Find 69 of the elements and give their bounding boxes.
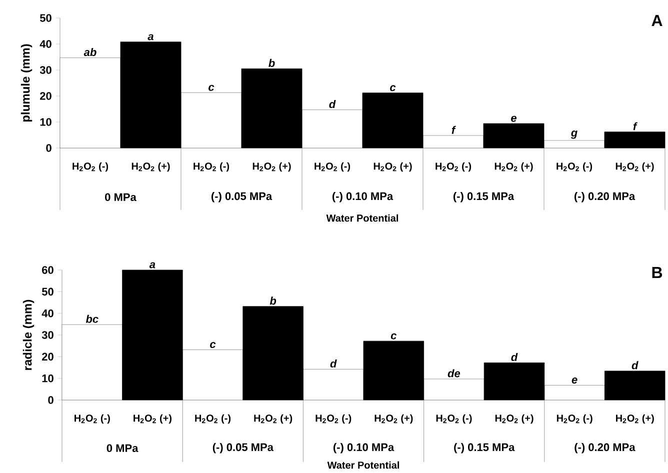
- y-tick-label: 20: [40, 92, 52, 100]
- text: H$_{2}$O$_{2}$ (-): [436, 162, 472, 172]
- chart-title: B: [652, 267, 662, 278]
- y-tick-label: 20: [42, 352, 54, 361]
- text: H$_{2}$O$_{2}$ (-): [436, 414, 472, 424]
- y-axis-title: plumule (mm): [20, 44, 32, 122]
- series-label: H$_{2}$O$_{2}$ (-): [72, 162, 108, 172]
- y-tick-label: 0: [48, 396, 54, 404]
- data-label: b: [270, 296, 276, 305]
- y-tick-label: 40: [42, 309, 54, 318]
- y-tick-label: 50: [40, 14, 52, 22]
- x-tick-label: (-) 0.05 MPa: [211, 192, 272, 202]
- data-label: b: [268, 58, 275, 67]
- text: H$_{2}$O$_{2}$ (+): [374, 414, 413, 424]
- data-label: f: [452, 126, 456, 134]
- y-tick-label: 30: [40, 66, 52, 74]
- data-label: bc: [86, 314, 98, 323]
- y-tick-label: 0: [46, 144, 52, 152]
- y-tick-label: 10: [40, 118, 52, 126]
- text: H$_{2}$O$_{2}$ (+): [495, 414, 534, 424]
- x-tick-label: 0 MPa: [106, 444, 138, 452]
- y-tick-label: 60: [42, 266, 54, 274]
- data-label: c: [390, 333, 397, 340]
- x-axis-title: Water Potential: [326, 214, 398, 222]
- x-tick-label: (-) 0.15 MPa: [454, 443, 515, 454]
- data-label: e: [572, 378, 578, 384]
- x-tick-label: (-) 0.20 MPa: [574, 443, 636, 454]
- data-label: d: [632, 361, 638, 370]
- y-tick-label: 30: [42, 331, 54, 339]
- data-label: a: [148, 34, 154, 40]
- x-tick-label: 0 MPa: [105, 193, 136, 202]
- data-label: g: [570, 130, 578, 139]
- data-label: de: [448, 369, 460, 378]
- y-tick-label: 10: [42, 374, 54, 382]
- text: H$_{2}$O$_{2}$ (+): [616, 414, 654, 424]
- x-tick-label: (-) 0.10 MPa: [333, 443, 394, 454]
- text: H$_{2}$O$_{2}$ (-): [316, 414, 352, 424]
- data-label: a: [149, 262, 156, 268]
- data-label: ab: [84, 48, 96, 56]
- series-label: H$_{2}$O$_{2}$ (+): [132, 162, 170, 172]
- x-axis-title: Water Potential: [327, 461, 399, 469]
- x-tick-label: (-) 0.15 MPa: [453, 192, 514, 202]
- y-axis-title: radicle (mm): [22, 300, 34, 370]
- x-tick-label: (-) 0.05 MPa: [212, 443, 274, 454]
- data-label: d: [329, 100, 336, 108]
- text: H$_{2}$O$_{2}$ (-): [556, 162, 592, 172]
- data-label: c: [390, 85, 396, 92]
- text: H$_{2}$O$_{2}$ (+): [374, 162, 412, 172]
- y-tick-label: 40: [40, 40, 52, 48]
- text: H$_{2}$O$_{2}$ (+): [254, 414, 292, 424]
- x-tick-label: (-) 0.20 MPa: [574, 192, 636, 202]
- data-label: c: [210, 342, 216, 348]
- series-label: H$_{2}$O$_{2}$ (-): [74, 414, 110, 424]
- data-label: e: [511, 116, 516, 122]
- data-label: f: [633, 122, 638, 130]
- text: H$_{2}$O$_{2}$ (-): [314, 162, 350, 172]
- text: H$_{2}$O$_{2}$ (-): [194, 162, 230, 172]
- x-tick-label: (-) 0.10 MPa: [332, 192, 394, 202]
- text: H$_{2}$O$_{2}$ (-): [195, 414, 231, 424]
- series-label: H$_{2}$O$_{2}$ (+): [134, 414, 172, 424]
- data-label: d: [330, 359, 337, 368]
- text: H$_{2}$O$_{2}$ (+): [252, 162, 291, 172]
- text: H$_{2}$O$_{2}$ (+): [616, 162, 654, 172]
- text: H$_{2}$O$_{2}$ (+): [494, 162, 533, 172]
- y-tick-label: 50: [42, 288, 54, 296]
- data-label: d: [511, 352, 518, 362]
- data-label: c: [208, 84, 214, 91]
- chart-title: A: [652, 14, 662, 26]
- text: H$_{2}$O$_{2}$ (-): [556, 414, 592, 424]
